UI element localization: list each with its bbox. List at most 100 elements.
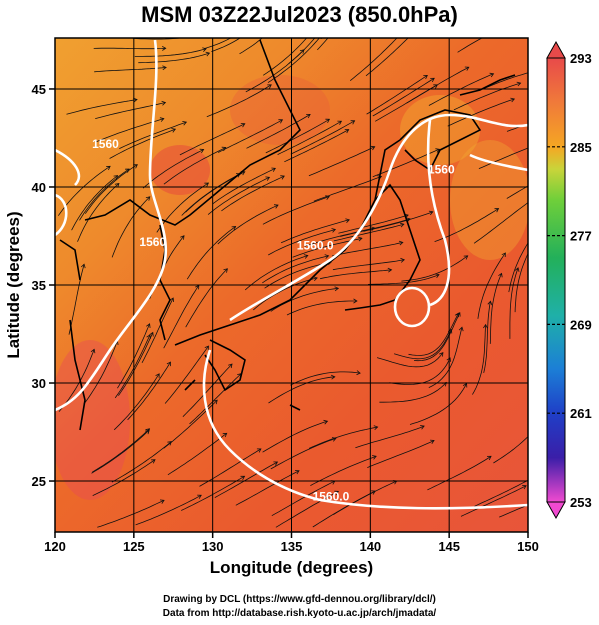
streamline	[457, 38, 483, 53]
streamline-arrow	[337, 120, 343, 125]
streamline	[91, 430, 150, 474]
streamline-arrow	[205, 51, 211, 57]
streamline	[290, 371, 361, 386]
contour-label: 1560.0	[297, 239, 334, 253]
streamline	[68, 264, 85, 335]
streamline-arrow	[372, 455, 377, 460]
streamline	[118, 332, 154, 396]
streamline-arrow	[162, 46, 167, 51]
streamline	[164, 345, 209, 404]
x-tick-label: 120	[44, 539, 66, 554]
streamline-arrow	[267, 84, 272, 89]
streamline	[92, 459, 156, 496]
streamline-arrow	[522, 485, 527, 490]
streamline-arrow	[325, 195, 330, 200]
streamline	[186, 226, 236, 280]
streamline	[97, 499, 165, 528]
streamline	[493, 436, 528, 464]
streamline-arrow	[486, 455, 492, 461]
streamline-arrow	[483, 323, 488, 329]
streamline-arrow	[271, 167, 276, 172]
streamline	[271, 480, 336, 517]
streamline	[409, 383, 467, 425]
x-tick-label: 130	[202, 539, 224, 554]
streamline-arrow	[373, 425, 379, 430]
streamline	[211, 38, 241, 52]
streamline-arrow	[325, 118, 331, 123]
streamline-arrow	[498, 272, 503, 278]
streamline-arrow	[324, 254, 330, 259]
x-tick-label: 145	[438, 539, 460, 554]
streamline-arrow	[150, 459, 156, 464]
streamline	[277, 120, 342, 155]
streamline-arrow	[535, 228, 539, 232]
streamline-arrow	[171, 128, 177, 133]
streamline-arrow	[439, 351, 444, 357]
streamline-arrow	[514, 267, 520, 272]
streamline-arrow	[182, 121, 188, 126]
streamline-arrow	[294, 470, 300, 475]
streamline	[79, 168, 130, 221]
streamline-arrow	[428, 210, 434, 216]
streamline-arrow	[344, 129, 350, 134]
streamline	[389, 357, 451, 385]
streamline-arrow	[223, 268, 228, 273]
streamline-arrow	[133, 164, 138, 169]
streamline	[320, 269, 392, 280]
colorbar: 293 285 277 269 261 253	[546, 40, 592, 520]
y-tick-label: 30	[32, 376, 46, 391]
streamline	[355, 425, 425, 449]
streamline	[483, 301, 491, 373]
streamline	[138, 52, 210, 64]
streamline	[111, 441, 172, 483]
colorbar-label: 277	[570, 229, 592, 244]
streamline	[368, 274, 440, 285]
streamline-arrow	[265, 176, 271, 181]
streamline-arrow	[204, 345, 209, 351]
streamline-arrow	[155, 373, 160, 378]
streamline	[71, 175, 118, 231]
streamline	[333, 480, 397, 515]
contour-labels: 1560.0 1560.0 1560 1560 1560	[92, 137, 455, 504]
colorbar-max-arrow	[546, 40, 566, 59]
streamline	[207, 176, 270, 215]
streamline	[473, 202, 528, 244]
streamline-arrow	[114, 182, 120, 188]
streamline	[182, 363, 233, 417]
lat-lon-grid	[55, 38, 528, 532]
streamline	[167, 432, 227, 476]
streamline-arrow	[201, 32, 205, 36]
streamline	[286, 300, 357, 316]
streamline-arrow	[334, 490, 339, 496]
streamline	[332, 259, 405, 271]
streamline	[127, 361, 171, 421]
streamline	[304, 227, 375, 247]
streamline	[58, 349, 95, 412]
streamline-arrow	[199, 148, 205, 154]
streamline	[66, 99, 138, 115]
streamline-arrow	[535, 474, 539, 478]
axis-ticks: 120 125 130 135 140 145 150 25 30 35 40 45	[32, 82, 539, 554]
streamline-arrow	[331, 437, 337, 442]
streamline-arrow	[454, 312, 460, 318]
streamline-arrow	[159, 499, 165, 504]
colorbar-label: 285	[570, 140, 592, 155]
contour-label: 1560	[428, 162, 455, 176]
streamline	[376, 352, 444, 368]
streamline	[508, 242, 528, 293]
streamline	[163, 285, 200, 349]
streamline	[375, 84, 438, 122]
streamline	[477, 252, 506, 319]
colorbar-min-arrow	[546, 501, 566, 520]
streamline	[268, 229, 336, 256]
streamline-arrow	[332, 9, 336, 13]
streamline	[264, 261, 332, 289]
streamline-arrow	[146, 323, 151, 328]
streamline-arrow	[90, 348, 96, 354]
streamline-arrow	[399, 222, 405, 228]
streamline	[474, 479, 528, 507]
streamline-arrow	[489, 72, 495, 78]
streamline-arrow	[280, 175, 285, 180]
streamline	[141, 297, 174, 363]
streamline-arrow	[463, 255, 469, 260]
